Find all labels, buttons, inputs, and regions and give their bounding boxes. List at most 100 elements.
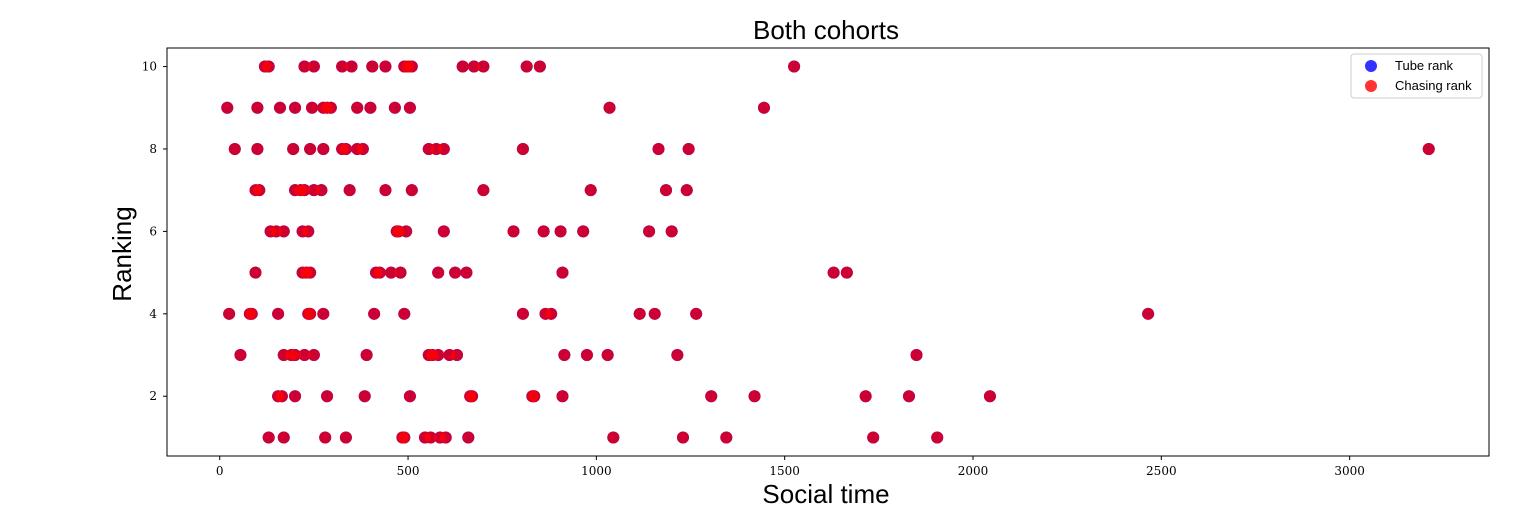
data-point-chasing-rank [1422,142,1435,155]
data-point-chasing-rank [601,349,614,362]
data-point-chasing-rank [228,142,241,155]
data-point-chasing-rank [827,266,840,279]
data-point-chasing-rank [910,349,923,362]
data-point-chasing-rank [467,60,480,73]
data-point-chasing-rank [580,349,593,362]
data-point-chasing-rank [558,349,571,362]
y-tick-label: 4 [149,307,157,321]
data-point-chasing-rank [403,390,416,403]
data-point-chasing-rank [432,349,445,362]
data-point-chasing-rank [223,307,236,320]
plot-area-frame [166,47,1490,457]
data-point-chasing-rank [249,266,262,279]
data-point-chasing-rank [633,307,646,320]
data-point-chasing-rank [373,266,386,279]
data-point-chasing-rank [643,225,656,238]
data-point-chasing-rank [556,266,569,279]
data-point-chasing-rank [379,60,392,73]
data-point-chasing-rank [520,60,533,73]
data-point-chasing-rank [289,101,302,114]
data-point-chasing-rank [682,142,695,155]
x-tick-label: 0 [216,464,224,478]
data-point-chasing-rank [584,184,597,197]
data-point-chasing-rank [931,431,944,444]
data-point-chasing-rank [840,266,853,279]
y-axis-ticks: 2 4 6 8 10 [142,60,167,403]
data-point-chasing-rank [221,101,234,114]
data-point-chasing-rank [477,184,490,197]
data-point-chasing-rank [607,431,620,444]
data-point-chasing-rank [537,225,550,238]
data-point-chasing-rank [676,431,689,444]
y-tick-label: 8 [149,142,157,156]
x-tick-label: 2500 [1146,464,1177,478]
data-point-chasing-rank [437,225,450,238]
data-point-chasing-rank [307,60,320,73]
data-point-chasing-rank [289,349,302,362]
data-point-chasing-rank [315,184,328,197]
data-point-chasing-rank [306,101,319,114]
legend: Tube rank Chasing rank [1350,53,1483,99]
data-point-chasing-rank [298,349,311,362]
data-point-chasing-rank [788,60,801,73]
data-point-chasing-rank [690,307,703,320]
data-point-chasing-rank [324,101,337,114]
data-point-chasing-rank [859,390,872,403]
data-point-chasing-rank [680,184,693,197]
data-point-chasing-rank [277,431,290,444]
data-point-chasing-rank [748,390,761,403]
data-point-chasing-rank [528,390,541,403]
data-point-chasing-rank [321,390,334,403]
legend-label-tube-rank: Tube rank [1395,58,1454,73]
data-point-chasing-rank [902,390,915,403]
data-point-chasing-rank [287,142,300,155]
data-point-chasing-rank [405,184,418,197]
data-point-chasing-rank [298,184,311,197]
data-point-chasing-rank [356,142,369,155]
x-tick-label: 1500 [769,464,800,478]
x-tick-label: 500 [397,464,420,478]
data-point-chasing-rank [545,307,558,320]
data-point-chasing-rank [516,142,529,155]
data-point-chasing-rank [398,431,411,444]
data-points [221,60,1435,444]
data-point-chasing-rank [385,266,398,279]
data-point-chasing-rank [603,101,616,114]
x-tick-label: 2000 [958,464,989,478]
data-point-chasing-rank [366,60,379,73]
data-point-chasing-rank [289,390,302,403]
legend-marker-chasing-rank [1365,80,1377,92]
data-point-chasing-rank [398,307,411,320]
data-point-chasing-rank [351,101,364,114]
data-point-chasing-rank [507,225,520,238]
data-point-chasing-rank [671,349,684,362]
series-chasing-rank [221,60,1435,444]
data-point-chasing-rank [304,142,317,155]
data-point-chasing-rank [983,390,996,403]
legend-label-chasing-rank: Chasing rank [1395,78,1472,93]
data-point-chasing-rank [364,101,377,114]
data-point-chasing-rank [451,349,464,362]
data-point-chasing-rank [577,225,590,238]
data-point-chasing-rank [466,390,479,403]
data-point-chasing-rank [439,431,452,444]
data-point-chasing-rank [554,225,567,238]
data-point-chasing-rank [277,225,290,238]
data-point-chasing-rank [388,101,401,114]
data-point-chasing-rank [394,266,407,279]
data-point-chasing-rank [867,431,880,444]
data-point-chasing-rank [405,60,418,73]
data-point-chasing-rank [319,431,332,444]
data-point-chasing-rank [652,142,665,155]
data-point-chasing-rank [251,142,264,155]
data-point-chasing-rank [705,390,718,403]
data-point-chasing-rank [460,266,473,279]
data-point-chasing-rank [317,142,330,155]
data-point-chasing-rank [317,307,330,320]
data-point-chasing-rank [304,266,317,279]
y-tick-label: 6 [149,224,157,238]
data-point-chasing-rank [456,60,469,73]
data-point-chasing-rank [533,60,546,73]
